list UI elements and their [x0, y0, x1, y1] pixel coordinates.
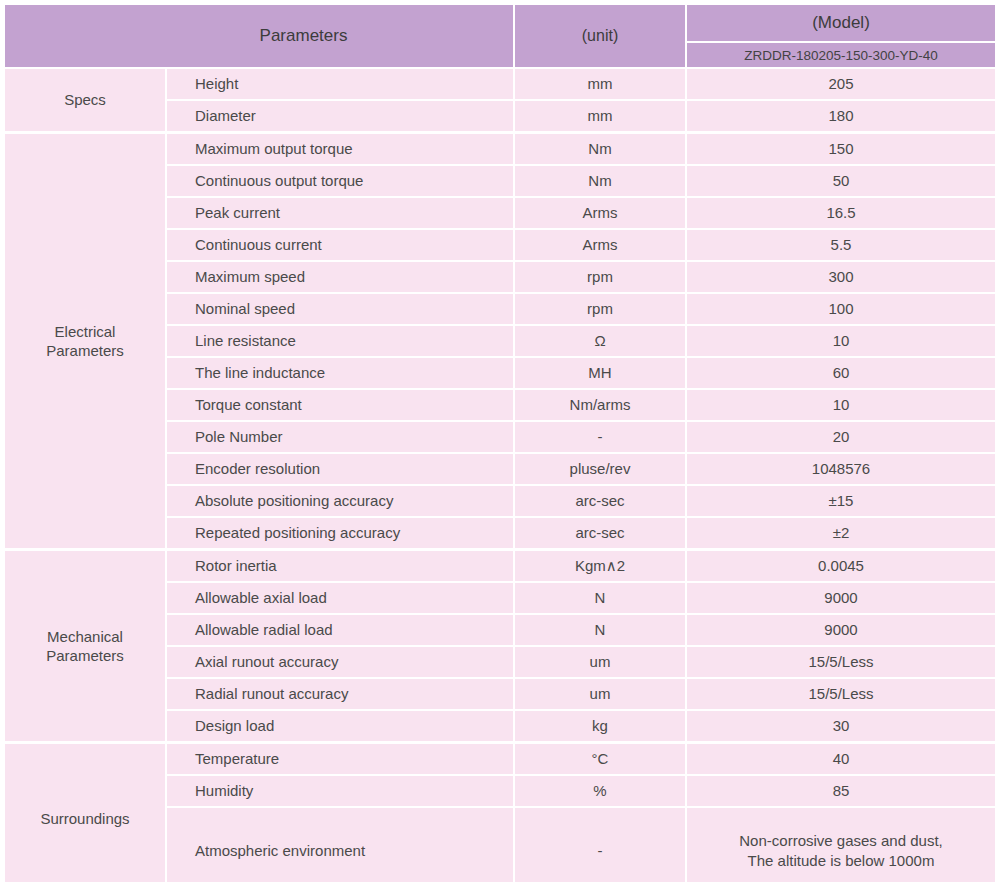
value-cell: 85: [687, 776, 995, 806]
value-cell: 205: [687, 69, 995, 99]
unit-cell: Nm/arms: [515, 390, 685, 420]
param-cell: Encoder resolution: [167, 454, 513, 484]
spec-sheet: Parameters (unit) (Model) ZRDDR-180205-1…: [0, 0, 1000, 882]
unit-cell: -: [515, 808, 685, 882]
category-cell: Surroundings: [5, 743, 165, 882]
value-cell: 10: [687, 390, 995, 420]
table-row: SurroundingsTemperature°C40: [5, 743, 995, 774]
unit-cell: um: [515, 679, 685, 709]
value-cell: ±2: [687, 518, 995, 548]
value-cell: Non-corrosive gases and dust, The altitu…: [687, 808, 995, 882]
unit-cell: rpm: [515, 294, 685, 324]
param-cell: Repeated positioning accuracy: [167, 518, 513, 548]
unit-cell: mm: [515, 69, 685, 99]
unit-cell: arc-sec: [515, 518, 685, 548]
category-cell: Specs: [5, 69, 165, 131]
param-cell: Absolute positioning accuracy: [167, 486, 513, 516]
param-cell: Temperature: [167, 743, 513, 774]
table-header: Parameters (unit) (Model) ZRDDR-180205-1…: [5, 5, 995, 67]
unit-cell: -: [515, 422, 685, 452]
value-cell: 1048576: [687, 454, 995, 484]
param-cell: Humidity: [167, 776, 513, 806]
table-row: Electrical ParametersMaximum output torq…: [5, 133, 995, 164]
param-cell: Diameter: [167, 101, 513, 131]
param-cell: Atmospheric environment: [167, 808, 513, 882]
param-cell: Maximum speed: [167, 262, 513, 292]
param-cell: Axial runout accuracy: [167, 647, 513, 677]
value-cell: 150: [687, 133, 995, 164]
unit-header: (unit): [515, 5, 685, 67]
value-cell: 30: [687, 711, 995, 741]
unit-cell: rpm: [515, 262, 685, 292]
value-cell: 9000: [687, 583, 995, 613]
param-cell: The line inductance: [167, 358, 513, 388]
table-body: SpecsHeightmm205Diametermm180Electrical …: [5, 69, 995, 882]
parameters-table: Parameters (unit) (Model) ZRDDR-180205-1…: [3, 3, 997, 882]
value-cell: 16.5: [687, 198, 995, 228]
unit-cell: Ω: [515, 326, 685, 356]
param-cell: Design load: [167, 711, 513, 741]
unit-cell: Nm: [515, 166, 685, 196]
param-cell: Allowable radial load: [167, 615, 513, 645]
param-cell: Radial runout accuracy: [167, 679, 513, 709]
value-cell: ±15: [687, 486, 995, 516]
param-cell: Continuous current: [167, 230, 513, 260]
table-row: SpecsHeightmm205: [5, 69, 995, 99]
value-cell: 40: [687, 743, 995, 774]
value-cell: 9000: [687, 615, 995, 645]
value-cell: 15/5/Less: [687, 679, 995, 709]
unit-cell: MH: [515, 358, 685, 388]
unit-cell: N: [515, 583, 685, 613]
value-cell: 20: [687, 422, 995, 452]
value-cell: 180: [687, 101, 995, 131]
header-row-1: Parameters (unit) (Model): [5, 5, 995, 41]
param-cell: Pole Number: [167, 422, 513, 452]
table-row: Mechanical ParametersRotor inertiaKgm∧20…: [5, 550, 995, 581]
unit-cell: %: [515, 776, 685, 806]
model-header: (Model): [687, 5, 995, 41]
value-cell: 60: [687, 358, 995, 388]
param-cell: Continuous output torque: [167, 166, 513, 196]
param-cell: Peak current: [167, 198, 513, 228]
param-cell: Maximum output torque: [167, 133, 513, 164]
parameters-header: Parameters: [5, 5, 513, 67]
value-cell: 300: [687, 262, 995, 292]
value-cell: 5.5: [687, 230, 995, 260]
unit-cell: °C: [515, 743, 685, 774]
category-cell: Electrical Parameters: [5, 133, 165, 548]
unit-cell: arc-sec: [515, 486, 685, 516]
unit-cell: mm: [515, 101, 685, 131]
unit-cell: N: [515, 615, 685, 645]
value-cell: 0.0045: [687, 550, 995, 581]
param-cell: Torque constant: [167, 390, 513, 420]
category-cell: Mechanical Parameters: [5, 550, 165, 741]
model-number: ZRDDR-180205-150-300-YD-40: [687, 43, 995, 67]
unit-cell: Arms: [515, 198, 685, 228]
value-cell: 100: [687, 294, 995, 324]
unit-cell: kg: [515, 711, 685, 741]
unit-cell: Nm: [515, 133, 685, 164]
value-cell: 50: [687, 166, 995, 196]
param-cell: Nominal speed: [167, 294, 513, 324]
param-cell: Height: [167, 69, 513, 99]
value-cell: 10: [687, 326, 995, 356]
value-cell: 15/5/Less: [687, 647, 995, 677]
unit-cell: um: [515, 647, 685, 677]
param-cell: Allowable axial load: [167, 583, 513, 613]
param-cell: Line resistance: [167, 326, 513, 356]
unit-cell: Kgm∧2: [515, 550, 685, 581]
param-cell: Rotor inertia: [167, 550, 513, 581]
unit-cell: pluse/rev: [515, 454, 685, 484]
unit-cell: Arms: [515, 230, 685, 260]
